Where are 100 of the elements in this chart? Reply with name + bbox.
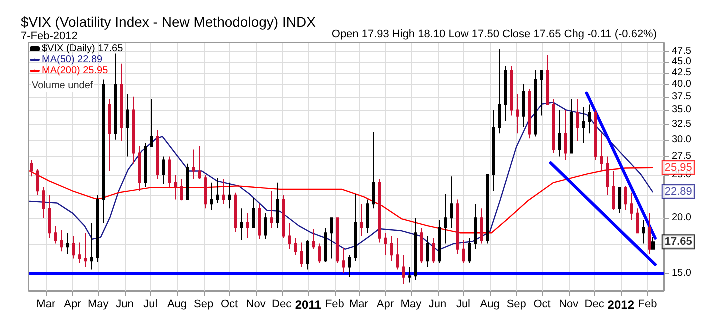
candlestick (150, 98, 153, 147)
line-series (29, 102, 654, 252)
candlestick (120, 63, 123, 142)
x-tick-label: Oct (534, 298, 551, 310)
candlestick (318, 243, 321, 264)
candlestick (354, 194, 357, 262)
x-tick-label: May (88, 298, 110, 310)
candlestick (414, 218, 417, 281)
candlestick (378, 178, 381, 244)
candlestick (180, 178, 183, 202)
candlestick (504, 66, 507, 122)
candlestick (342, 248, 345, 274)
y-tick-label: 45.0 (672, 56, 692, 68)
candlestick (132, 96, 135, 164)
text: Open 17.93 High 18.10 Low 17.50 Close 17.65 Chg -0.11 (-0.62%) (332, 28, 658, 40)
candlestick (60, 230, 63, 252)
candlestick (42, 186, 45, 219)
candlestick (426, 236, 429, 268)
candlestick (252, 197, 255, 228)
candlestick (468, 238, 471, 264)
y-tick-label: 32.5 (672, 118, 692, 130)
annotation: 22.89 (664, 186, 692, 198)
candlestick (588, 104, 591, 134)
candlestick (264, 212, 267, 240)
chart-subtitle: 7-Feb-2012 (21, 30, 78, 42)
candlestick (138, 146, 141, 192)
x-tick-label: Feb (325, 298, 344, 310)
candlestick (84, 232, 87, 268)
candlestick (462, 240, 465, 264)
candlestick (168, 156, 171, 188)
x-tick-label: Mar (36, 298, 56, 310)
candlestick (186, 163, 189, 200)
candlestick (270, 190, 273, 228)
y-tick-label: 35.0 (672, 104, 692, 116)
candlestick (228, 182, 231, 210)
candlestick (624, 186, 627, 212)
candlestick (582, 106, 585, 144)
candlestick (564, 110, 567, 161)
candlestick (54, 225, 57, 244)
x-tick-label: 2012 (608, 298, 635, 312)
x-tick-label: Dec (272, 298, 292, 310)
y-tick-label: 30.0 (672, 134, 692, 146)
candlestick (246, 212, 249, 239)
candlestick (348, 254, 351, 278)
y-tick-label: 15.0 (672, 268, 692, 280)
candlestick (534, 70, 537, 138)
legend-label: MA(200) 25.95 (42, 66, 109, 76)
candlestick (540, 70, 543, 116)
candlestick (570, 98, 573, 154)
candlestick (366, 199, 369, 234)
candlestick (438, 220, 441, 264)
y-tick-label: 42.5 (672, 67, 692, 78)
candlestick (510, 66, 513, 116)
x-tick-label: May (400, 298, 422, 310)
candlestick (576, 98, 579, 142)
candlestick (606, 156, 609, 196)
candlestick (528, 88, 531, 140)
chart-title: $VIX (Volatility Index - New Methodology) INDX (21, 14, 317, 30)
candlestick (72, 236, 75, 260)
x-tick-label: Jun (116, 298, 134, 310)
annotation: 17.65 (664, 236, 692, 248)
candlestick (522, 84, 525, 128)
x-tick-label: Feb (638, 298, 658, 310)
candlestick (102, 79, 105, 224)
y-tick-label: 37.5 (672, 91, 692, 102)
candlestick (372, 132, 375, 210)
candlestick (90, 222, 93, 270)
candlestick (234, 192, 237, 233)
x-tick-label: Oct (220, 298, 238, 310)
x-tick-label: Nov (246, 298, 266, 310)
x-tick-label: Apr (64, 298, 82, 310)
x-tick-label: Dec (584, 298, 605, 310)
candlestick (216, 178, 219, 204)
candlestick (210, 182, 213, 212)
candlestick (474, 204, 477, 250)
x-tick-label: Aug (480, 298, 500, 310)
x-tick-label: Jul (456, 298, 471, 310)
candlestick (648, 212, 651, 254)
candlestick (174, 174, 177, 200)
candlestick (306, 240, 309, 270)
x-tick-label: Apr (376, 298, 394, 310)
legend-label: $VIX (Daily) 17.65 (42, 44, 124, 54)
candlestick (36, 168, 39, 196)
candlestick (66, 232, 69, 254)
candlestick (114, 53, 117, 140)
candlestick (612, 170, 615, 212)
candlestick (618, 186, 621, 214)
candlestick (294, 238, 297, 256)
candlestick (276, 182, 279, 228)
candlestick (282, 194, 285, 239)
candlestick (492, 110, 495, 192)
candlestick (384, 232, 387, 256)
candlestick (486, 174, 489, 244)
candlestick (198, 146, 201, 180)
candlestick (336, 218, 339, 264)
candlestick (651, 236, 655, 250)
candlestick (480, 208, 483, 244)
x-tick-label: Nov (559, 298, 580, 310)
candlestick (156, 130, 159, 180)
candlestick (552, 98, 555, 154)
